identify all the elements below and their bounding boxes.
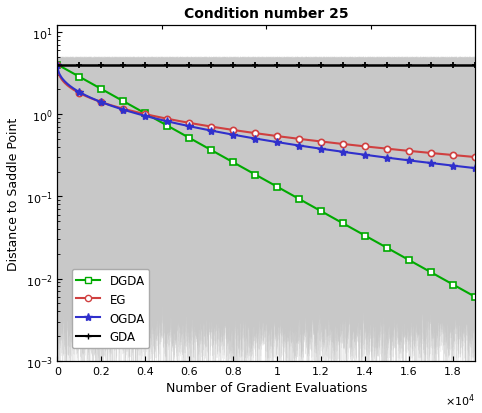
Legend: DGDA, EG, OGDA, GDA: DGDA, EG, OGDA, GDA — [72, 269, 149, 348]
X-axis label: Number of Gradient Evaluations: Number of Gradient Evaluations — [165, 381, 367, 394]
Y-axis label: Distance to Saddle Point: Distance to Saddle Point — [7, 117, 20, 270]
Text: $\times 10^4$: $\times 10^4$ — [445, 391, 475, 408]
Title: Condition number 25: Condition number 25 — [184, 7, 348, 21]
